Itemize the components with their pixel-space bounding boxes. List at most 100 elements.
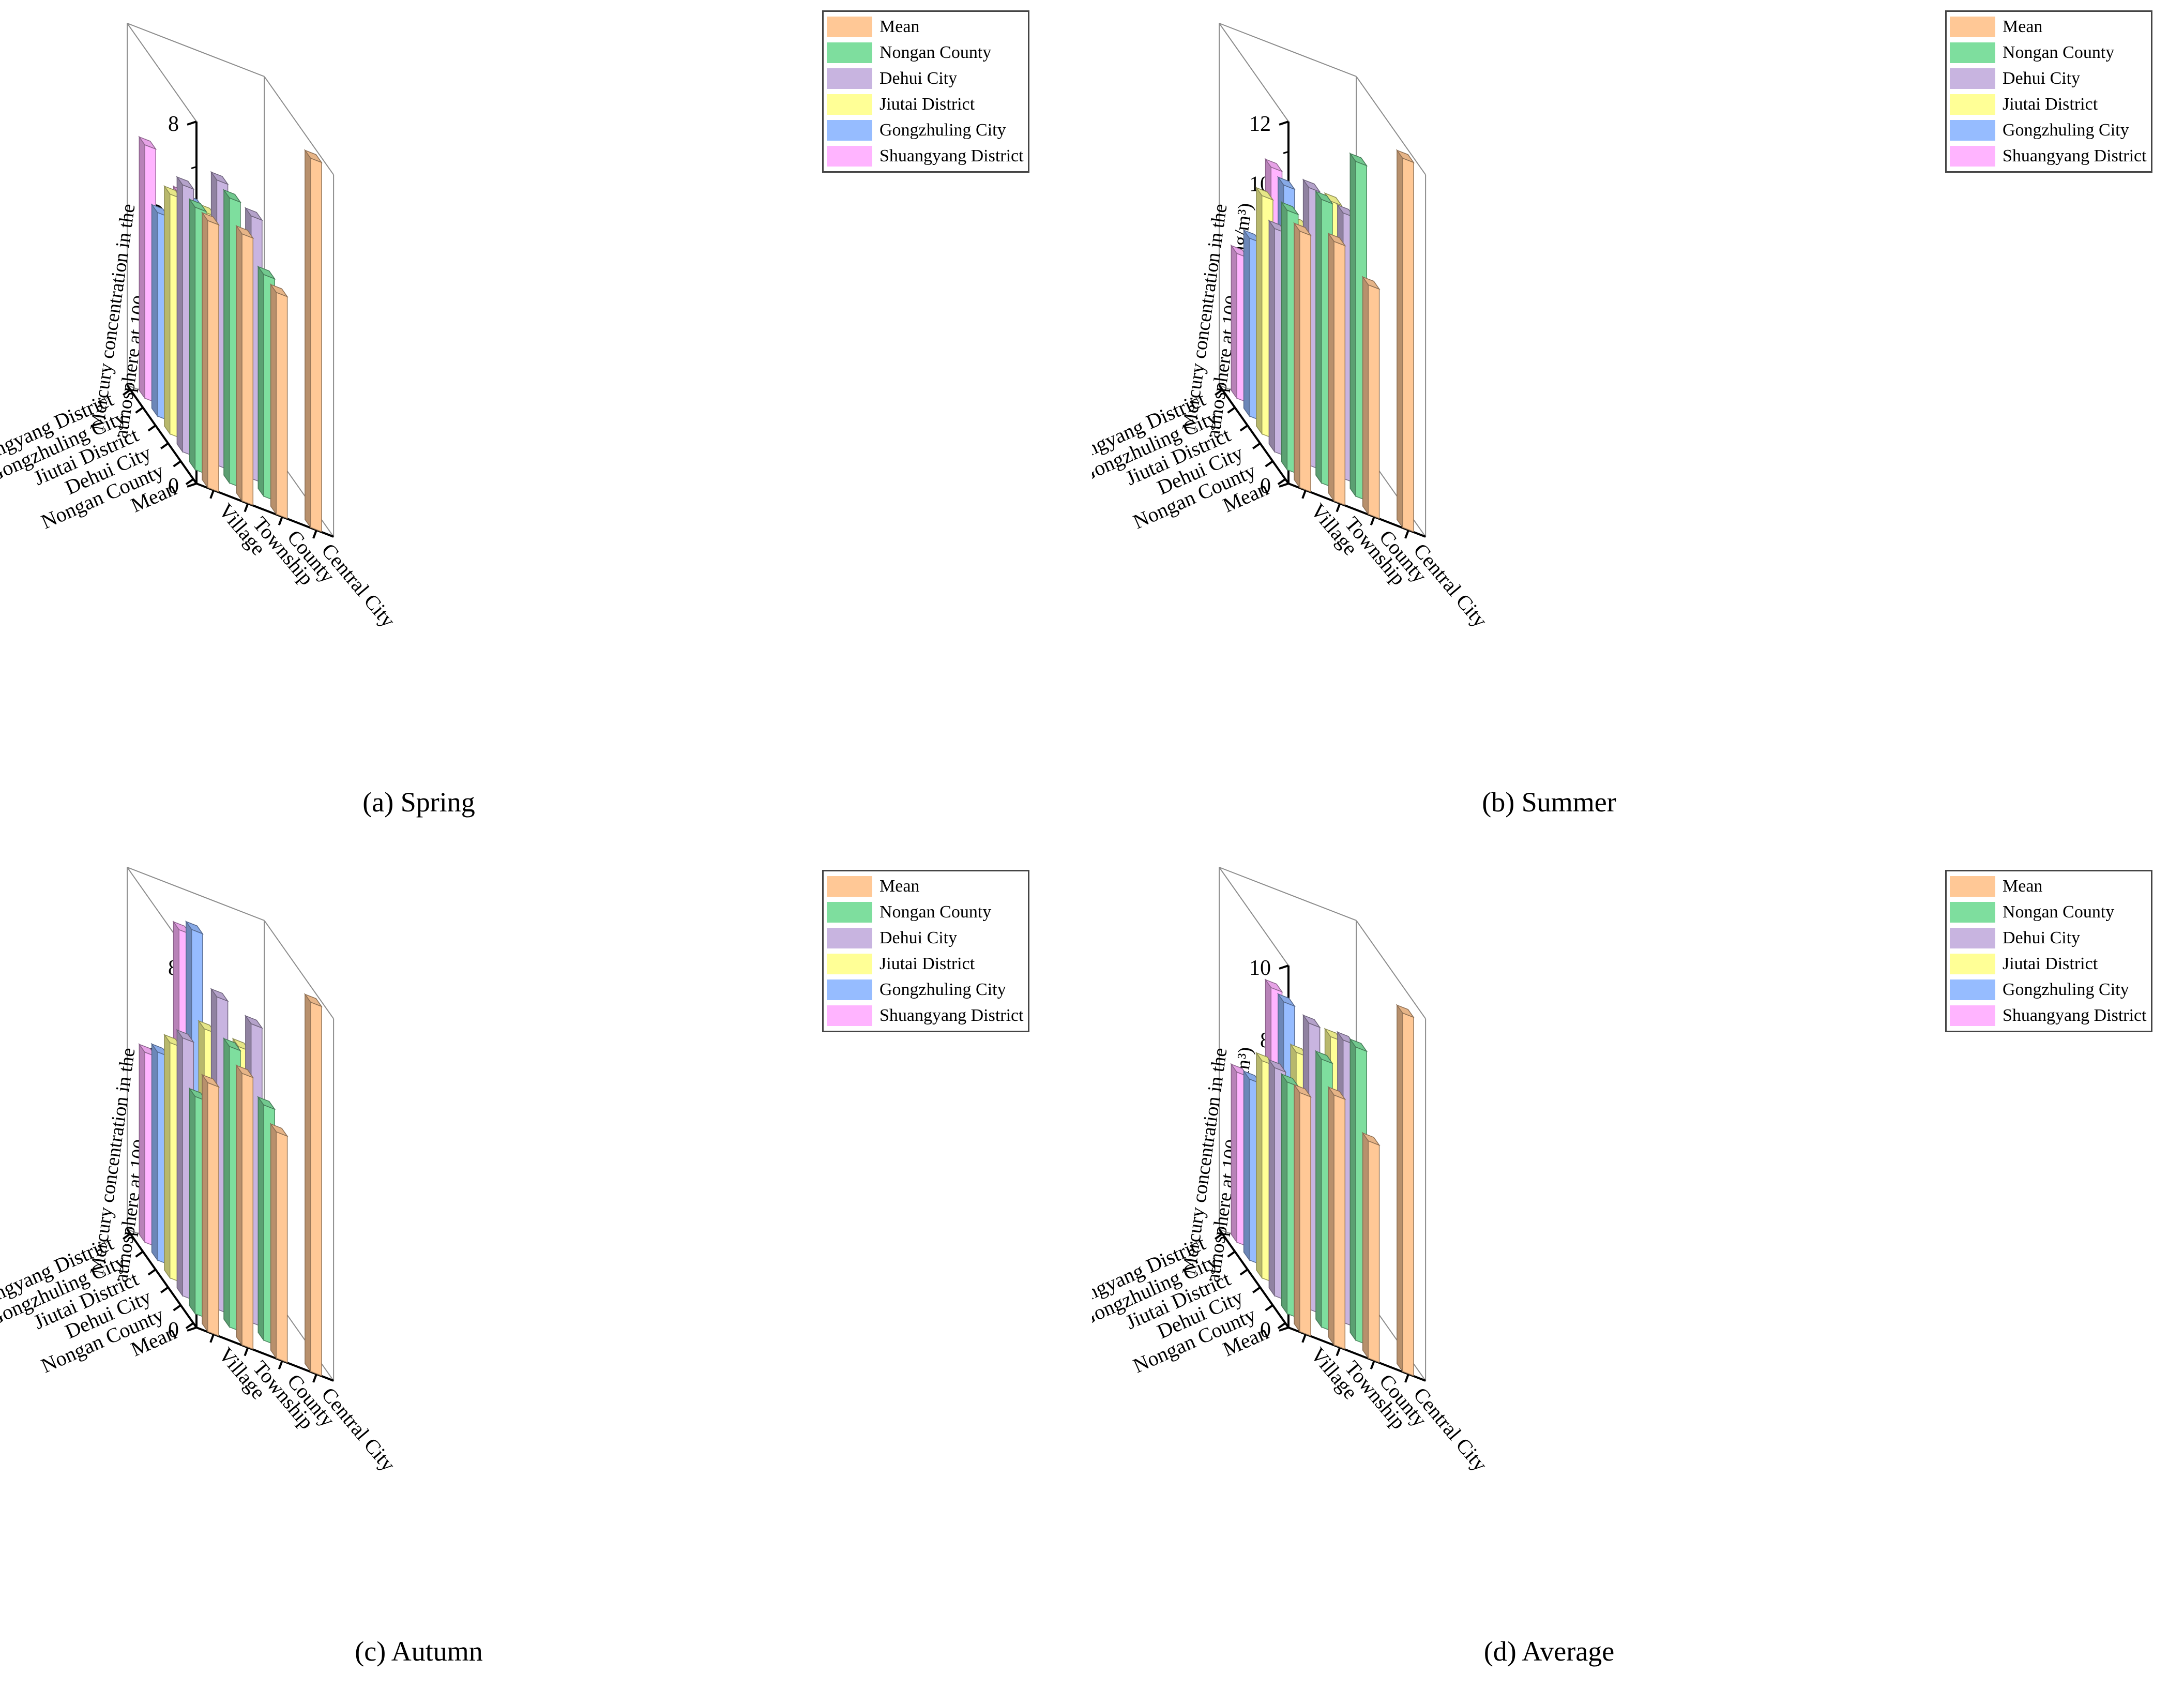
bars-spring (138, 135, 323, 533)
bar-face-side (305, 149, 311, 529)
bar-face-side (1268, 1059, 1275, 1297)
bar-face-side (1315, 190, 1322, 485)
y-tick (185, 478, 194, 485)
legend-swatch (1950, 902, 1995, 923)
y-tick (1252, 1286, 1261, 1293)
legend-swatch (1950, 979, 1995, 1000)
z-tick-label: 8 (168, 112, 179, 136)
legend-item-jiutai-district: Jiutai District (1950, 951, 2147, 977)
y-tick (1214, 1233, 1223, 1240)
z-tick-label: 0 (168, 474, 179, 498)
y-tick (1239, 425, 1248, 432)
bar-face-side (151, 1043, 158, 1261)
y-axis-line (1218, 384, 1290, 485)
y-axis-line (126, 1228, 198, 1329)
z-tick (1279, 964, 1289, 970)
bar-face-front (241, 233, 254, 506)
bar-face-top (1277, 176, 1296, 190)
bar-mean-township (1327, 1086, 1346, 1350)
bar-mean-central-city (304, 993, 323, 1377)
bar-face-top (1361, 1132, 1381, 1147)
bar-face-side (176, 175, 183, 453)
x-tick (1404, 530, 1409, 539)
bar-face-side (270, 283, 277, 516)
bar-face-front (1333, 240, 1346, 506)
x-tick (312, 530, 317, 539)
chart-summer: 024681012Mercury concentration in theatm… (1092, 23, 1492, 631)
box-edge (1219, 23, 1357, 77)
legend-label: Dehui City (2003, 928, 2081, 947)
x-tick (1301, 490, 1307, 499)
box-edge (1219, 867, 1357, 921)
x-tick (244, 503, 249, 513)
bar-face-side (1281, 1073, 1288, 1315)
bar-mean-village (201, 211, 220, 492)
bar-face-front (207, 220, 219, 492)
legend-label: Gongzhuling City (2003, 980, 2129, 999)
legend-swatch (827, 68, 872, 89)
box-edge (1219, 867, 1289, 966)
bar-face-side (1349, 152, 1356, 498)
bar-face-side (1397, 149, 1403, 529)
y-tick (1227, 1250, 1236, 1258)
bar-face-side (223, 1037, 230, 1329)
legend-label: Dehui City (2003, 69, 2081, 88)
legend-item-shuangyang-district: Shuangyang District (827, 143, 1024, 169)
bar-face-side (1315, 1050, 1322, 1329)
y-tick (147, 425, 156, 432)
legend-label: Nongan County (879, 902, 992, 922)
box-edge (264, 76, 334, 175)
bar-mean-village (201, 1073, 220, 1336)
bar-face-top (1264, 158, 1283, 172)
bar-face-top (1302, 1014, 1321, 1029)
y-tick (135, 1250, 144, 1258)
y-tick (185, 1322, 194, 1329)
bar-mean-village (1293, 222, 1312, 492)
legend-label: Gongzhuling City (879, 120, 1006, 140)
legend-label: Dehui City (879, 69, 958, 88)
bar-mean-township (235, 1064, 254, 1350)
legend-swatch (1950, 94, 1995, 115)
y-axis-line (1218, 1228, 1290, 1329)
z-tick-label: 10 (1249, 956, 1271, 980)
legend-label: Mean (2003, 17, 2043, 36)
legend-swatch (1950, 146, 1995, 167)
bar-mean-township (235, 224, 254, 506)
z-tick (1279, 120, 1289, 126)
bar-face-top (201, 212, 220, 226)
x-tick-label-central-city: Central City (317, 539, 400, 632)
y-tick (1265, 1304, 1273, 1312)
legend-item-mean: Mean (827, 873, 1024, 899)
legend-label: Jiutai District (2003, 954, 2098, 973)
x-tick (244, 1347, 249, 1357)
bar-mean-county (1361, 276, 1381, 519)
z-tick (187, 1327, 197, 1332)
legend-swatch (827, 954, 872, 974)
z-tick-label: 0 (1260, 474, 1271, 498)
z-tick (187, 120, 197, 126)
bar-face-side (305, 993, 311, 1373)
z-minor-tick (191, 166, 197, 169)
bar-face-top (1280, 201, 1299, 216)
bar-mean-village (1293, 1083, 1312, 1336)
bar-face-side (1362, 276, 1369, 516)
bar-face-side (1362, 1132, 1369, 1360)
bar-face-top (176, 176, 195, 190)
legend-summer: Mean Nongan County Dehui City Jiutai Distri… (1945, 10, 2152, 173)
bar-face-side (1268, 219, 1275, 453)
z-tick (1279, 483, 1289, 488)
bar-face-top (269, 1123, 289, 1137)
y-tick (1214, 389, 1223, 396)
legend-swatch (1950, 1005, 1995, 1026)
legend-label: Nongan County (2003, 902, 2115, 922)
box-edge (127, 867, 265, 921)
bar-face-front (1333, 1094, 1346, 1350)
x-tick (209, 1334, 215, 1343)
bar-mean-county (269, 283, 289, 519)
bar-face-side (1231, 1063, 1237, 1244)
bar-face-side (164, 1033, 171, 1279)
bar-face-side (1349, 1038, 1356, 1342)
z-minor-tick (1283, 150, 1289, 154)
legend-label: Shuangyang District (879, 146, 1024, 165)
x-tick-label-central-city: Central City (317, 1383, 400, 1476)
